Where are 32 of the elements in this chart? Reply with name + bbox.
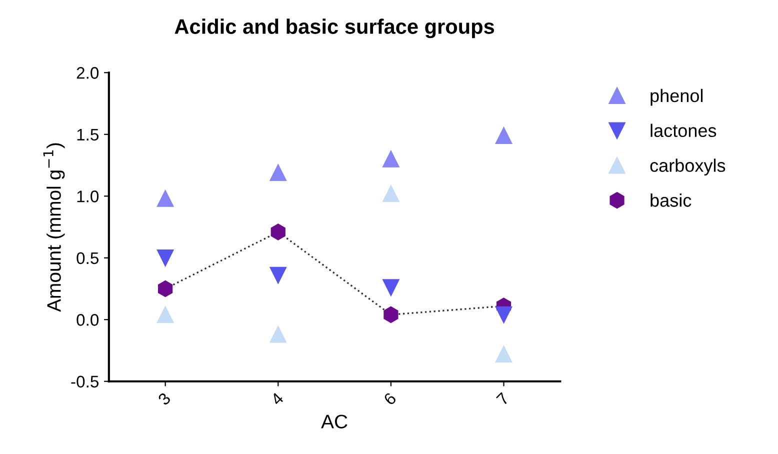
legend-label: basic (650, 194, 692, 207)
y-tick-label: 0.5 (76, 252, 98, 264)
x-tick-label: 4 (270, 392, 284, 406)
point (382, 279, 400, 296)
x-axis-title: AC (321, 414, 348, 428)
point (495, 346, 512, 363)
y-tick-label: 2.0 (76, 67, 99, 79)
point (270, 164, 286, 181)
legend-label: lactones (650, 124, 716, 138)
legend-label: carboxyls (650, 158, 726, 176)
x-tick-label: 7 (496, 392, 510, 406)
point (270, 326, 286, 343)
point (158, 280, 173, 298)
y-axis-title: Amount (mmol g$^{−1}$) (43, 143, 65, 312)
point (495, 127, 512, 144)
y-tick-label: 0.0 (76, 314, 99, 326)
legend-label: phenol (650, 88, 703, 106)
point (270, 266, 286, 284)
x-tick-label: 6 (383, 392, 397, 406)
chart-title: Acidic and basic surface groups (174, 18, 494, 38)
y-tick-label: 1.5 (77, 128, 98, 141)
y-tick-label: -0.5 (71, 376, 98, 388)
point (270, 224, 286, 240)
point (382, 150, 400, 168)
point (382, 185, 400, 202)
point (384, 306, 398, 324)
point (156, 190, 174, 207)
point (495, 306, 512, 324)
point (156, 250, 174, 266)
y-tick-label: 1.0 (77, 190, 99, 202)
point (156, 306, 174, 324)
x-tick-label: 3 (157, 392, 172, 406)
